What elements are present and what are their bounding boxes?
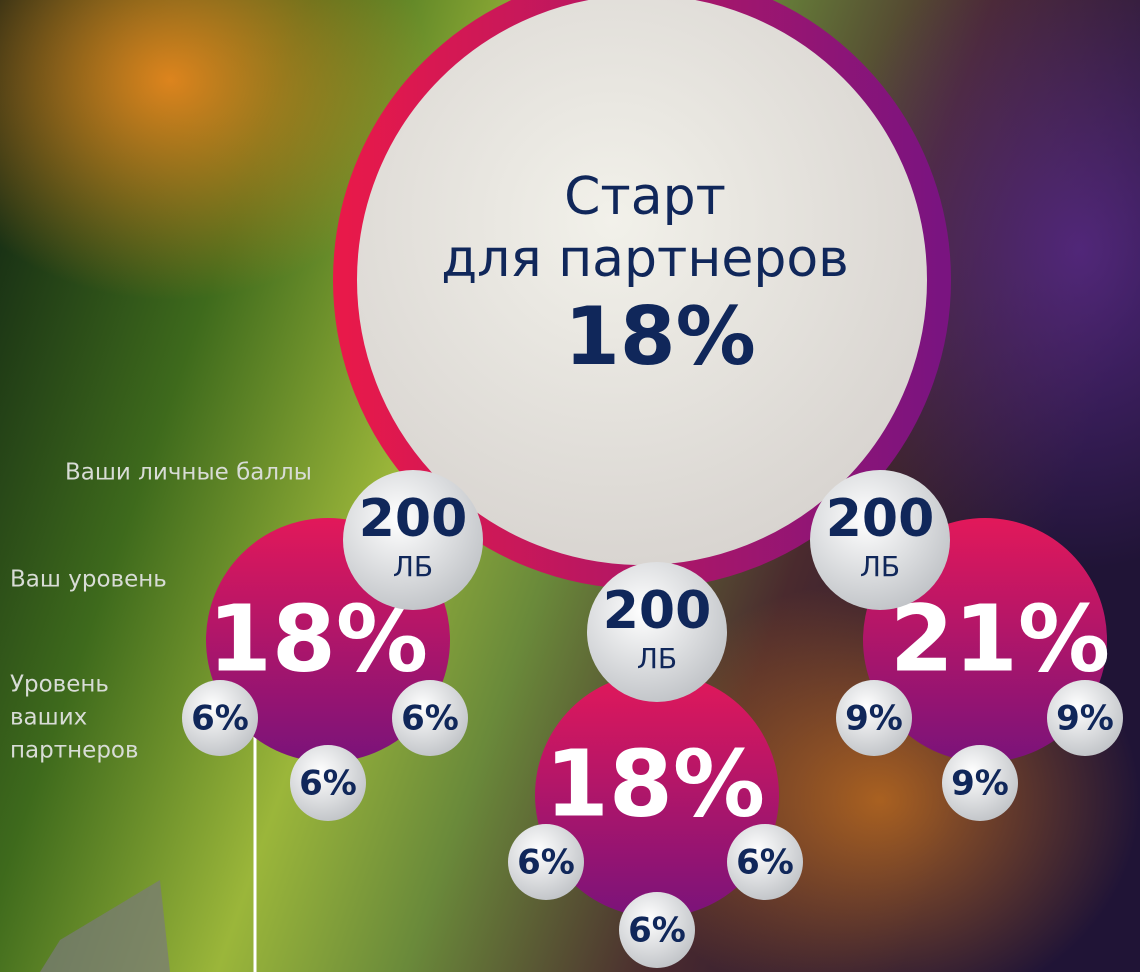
partner-bubble <box>619 892 695 968</box>
points-bubble <box>343 470 483 610</box>
level-value: 18% <box>545 730 765 837</box>
label: Ваши личные баллы <box>65 460 312 486</box>
points-unit: ЛБ <box>393 550 433 583</box>
partner-value: 6% <box>401 699 459 739</box>
label: партнеров <box>10 738 139 764</box>
points-value: 200 <box>603 581 712 641</box>
points-unit: ЛБ <box>860 550 900 583</box>
main-value: 18% <box>564 290 755 383</box>
shape <box>40 880 170 972</box>
partner-value: 6% <box>736 843 794 883</box>
partner-value: 6% <box>517 843 575 883</box>
points-value: 200 <box>359 489 468 549</box>
points-bubble <box>587 562 727 702</box>
partner-bubble <box>942 745 1018 821</box>
partner-bubble <box>392 680 468 756</box>
partner-bubble <box>182 680 258 756</box>
label: Ваш уровень <box>10 567 167 593</box>
points-unit: ЛБ <box>637 642 677 675</box>
partner-bubble <box>508 824 584 900</box>
partner-bubble <box>290 745 366 821</box>
partner-value: 6% <box>628 911 686 951</box>
partner-value: 9% <box>951 764 1009 804</box>
points-bubble <box>810 470 950 610</box>
label: ваших <box>10 705 87 731</box>
points-value: 200 <box>826 489 935 549</box>
label: Уровень <box>10 672 109 698</box>
partner-bubble <box>836 680 912 756</box>
partner-bubble <box>727 824 803 900</box>
partner-value: 6% <box>299 764 357 804</box>
level-circle <box>535 673 779 917</box>
main-title: Старт <box>564 167 726 227</box>
partner-value: 6% <box>191 699 249 739</box>
partner-bubble <box>1047 680 1123 756</box>
main-title: для партнеров <box>441 229 849 289</box>
level-value: 21% <box>890 585 1110 692</box>
partner-value: 9% <box>845 699 903 739</box>
partner-value: 9% <box>1056 699 1114 739</box>
glow <box>0 0 430 300</box>
